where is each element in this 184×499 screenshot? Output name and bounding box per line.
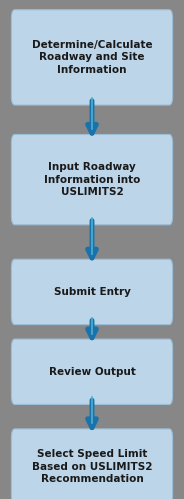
Text: Select Speed Limit
Based on USLIMITS2
Recommendation: Select Speed Limit Based on USLIMITS2 Re…	[32, 449, 152, 484]
Text: Input Roadway
Information into
USLIMITS2: Input Roadway Information into USLIMITS2	[44, 162, 140, 197]
FancyBboxPatch shape	[11, 339, 173, 404]
Text: Review Output: Review Output	[49, 367, 135, 377]
FancyBboxPatch shape	[11, 135, 173, 225]
FancyBboxPatch shape	[11, 259, 173, 325]
Text: Submit Entry: Submit Entry	[54, 287, 130, 297]
FancyBboxPatch shape	[11, 429, 173, 499]
FancyBboxPatch shape	[11, 10, 173, 105]
Text: Determine/Calculate
Roadway and Site
Information: Determine/Calculate Roadway and Site Inf…	[32, 40, 152, 75]
